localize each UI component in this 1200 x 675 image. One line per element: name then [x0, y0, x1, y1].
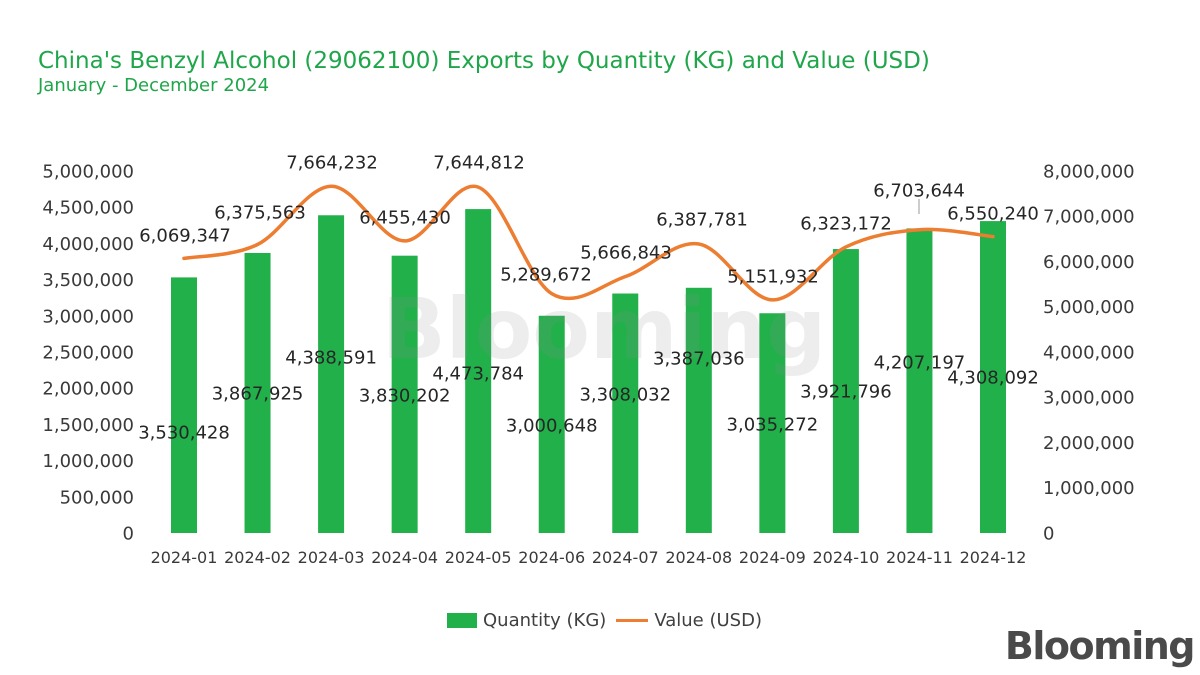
- left-axis-tick-label: 0: [123, 523, 134, 544]
- right-axis-tick-label: 4,000,000: [1043, 342, 1135, 363]
- left-axis-tick-label: 3,000,000: [42, 306, 134, 327]
- line-data-label: 7,644,812: [433, 152, 525, 173]
- right-axis-tick-label: 2,000,000: [1043, 433, 1135, 454]
- line-data-label: 6,069,347: [139, 225, 231, 246]
- x-axis-tick-label: 2024-03: [298, 548, 365, 567]
- bar-quantity: [685, 287, 712, 533]
- x-axis-tick-label: 2024-04: [371, 548, 438, 567]
- left-axis-tick-label: 3,500,000: [42, 270, 134, 291]
- axes-layer: 0 500,000 1,000,000 1,500,000 2,000,000 2,500…: [42, 161, 1134, 566]
- left-axis-tick-label: 4,500,000: [42, 198, 134, 219]
- legend-label-value: Value (USD): [654, 609, 762, 631]
- right-axis-tick-label: 7,000,000: [1043, 207, 1135, 228]
- bar-data-label: 3,308,032: [579, 384, 671, 405]
- bar-quantity: [979, 221, 1006, 533]
- bar-quantity: [318, 215, 345, 534]
- line-data-label: 5,151,932: [727, 266, 819, 287]
- left-axis-tick-label: 4,000,000: [42, 234, 134, 255]
- right-axis-tick-label: 0: [1043, 523, 1054, 544]
- line-point: [697, 242, 701, 246]
- line-point: [917, 228, 921, 232]
- right-axis-tick-label: 6,000,000: [1043, 252, 1135, 273]
- line-data-label: 6,455,430: [359, 207, 451, 228]
- line-point: [329, 184, 333, 188]
- right-axis-tick-label: 5,000,000: [1043, 297, 1135, 318]
- right-axis-tick-label: 3,000,000: [1043, 388, 1135, 409]
- bar-data-label: 4,308,092: [947, 367, 1039, 388]
- legend-label-quantity: Quantity (KG): [483, 609, 607, 631]
- watermark-layer: Blooming: [382, 280, 827, 378]
- bar-quantity: [391, 255, 418, 534]
- line-point: [844, 245, 848, 249]
- right-axis-tick-label: 1,000,000: [1043, 478, 1135, 499]
- bar-data-label: 3,530,428: [138, 422, 230, 443]
- x-axis-tick-label: 2024-06: [518, 548, 585, 567]
- x-axis-tick-label: 2024-05: [445, 548, 512, 567]
- bar-quantity: [906, 228, 933, 534]
- brand-logo: Blooming: [1004, 624, 1196, 668]
- x-axis-tick-label: 2024-12: [960, 548, 1027, 567]
- bar-data-label: 4,388,591: [285, 347, 377, 368]
- line-point: [550, 292, 554, 296]
- bar-data-label: 3,921,796: [800, 381, 892, 402]
- bar-data-label: 4,473,784: [432, 363, 524, 384]
- legend: Quantity (KG) Value (USD): [447, 608, 762, 632]
- line-layer: [182, 184, 995, 302]
- x-axis-tick-label: 2024-10: [812, 548, 879, 567]
- line-data-label: 6,375,563: [214, 202, 306, 223]
- line-point: [770, 298, 774, 302]
- right-axis-tick-label: 8,000,000: [1043, 161, 1135, 182]
- line-point: [991, 235, 995, 239]
- x-axis-tick-label: 2024-09: [739, 548, 806, 567]
- line-data-label: 6,703,644: [873, 180, 965, 201]
- bar-data-label: 3,387,036: [653, 348, 745, 369]
- left-axis-tick-label: 2,000,000: [42, 379, 134, 400]
- labels-layer: 3,530,428 3,867,925 4,388,591 3,830,2024,47…: [138, 152, 1039, 443]
- x-axis-tick-label: 2024-02: [224, 548, 291, 567]
- bar-data-label: 3,867,925: [212, 383, 304, 404]
- left-axis-tick-label: 500,000: [60, 487, 134, 508]
- line-data-label: 6,323,172: [800, 213, 892, 234]
- line-data-label: 6,550,240: [947, 203, 1039, 224]
- line-data-label: 7,664,232: [286, 152, 378, 173]
- line-data-label: 5,289,672: [500, 264, 592, 285]
- bar-data-label: 3,035,272: [727, 414, 819, 435]
- bar-quantity: [832, 249, 859, 534]
- left-axis-tick-label: 1,000,000: [42, 451, 134, 472]
- x-axis-tick-label: 2024-11: [886, 548, 953, 567]
- x-axis-tick-label: 2024-08: [665, 548, 732, 567]
- left-axis-tick-label: 2,500,000: [42, 342, 134, 363]
- watermark: Blooming: [382, 280, 827, 378]
- bar-data-label: 3,830,202: [359, 385, 451, 406]
- line-data-label: 6,387,781: [656, 209, 748, 230]
- bar-data-label: 3,000,648: [506, 415, 598, 436]
- line-point: [403, 239, 407, 243]
- x-axis-tick-label: 2024-07: [592, 548, 659, 567]
- bar-quantity: [171, 277, 197, 533]
- bar-quantity: [612, 293, 639, 533]
- line-point: [256, 243, 260, 247]
- chart-subtitle: January - December 2024: [38, 75, 270, 96]
- line-data-label: 5,666,843: [580, 242, 672, 263]
- bar-quantity: [465, 209, 492, 534]
- bar-quantity: [759, 313, 786, 533]
- bar-quantity: [538, 315, 565, 533]
- bar-quantity: [244, 252, 271, 534]
- chart-title: China's Benzyl Alcohol (29062100) Export…: [38, 48, 930, 74]
- line-point: [182, 256, 186, 260]
- line-point: [476, 185, 480, 189]
- x-axis-tick-label: 2024-01: [151, 548, 218, 567]
- legend-swatch-value: [616, 618, 649, 622]
- left-axis-tick-label: 5,000,000: [42, 161, 134, 182]
- line-point: [623, 275, 627, 279]
- bar-data-label: 4,207,197: [874, 352, 966, 373]
- bars-layer: [171, 209, 1006, 534]
- left-axis-tick-label: 1,500,000: [42, 415, 134, 436]
- legend-swatch-quantity: [447, 612, 477, 628]
